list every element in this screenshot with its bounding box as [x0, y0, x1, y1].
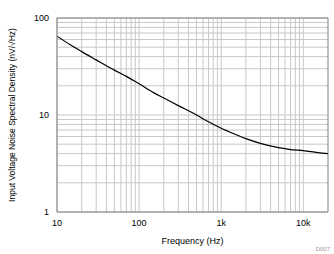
svg-text:100: 100: [34, 13, 49, 23]
html-text:D007: D007: [315, 246, 330, 252]
svg-text:10: 10: [52, 218, 62, 228]
svg-text:Input Voltage Noise Spectral D: Input Voltage Noise Spectral Density (nV…: [8, 28, 17, 202]
svg-text:10: 10: [39, 110, 49, 120]
svg-text:10k: 10k: [296, 218, 311, 228]
svg-text:1: 1: [44, 207, 49, 217]
svg-text:100: 100: [132, 218, 147, 228]
svg-text:1k: 1k: [216, 218, 226, 228]
svg-text:Frequency (Hz): Frequency (Hz): [161, 236, 223, 246]
